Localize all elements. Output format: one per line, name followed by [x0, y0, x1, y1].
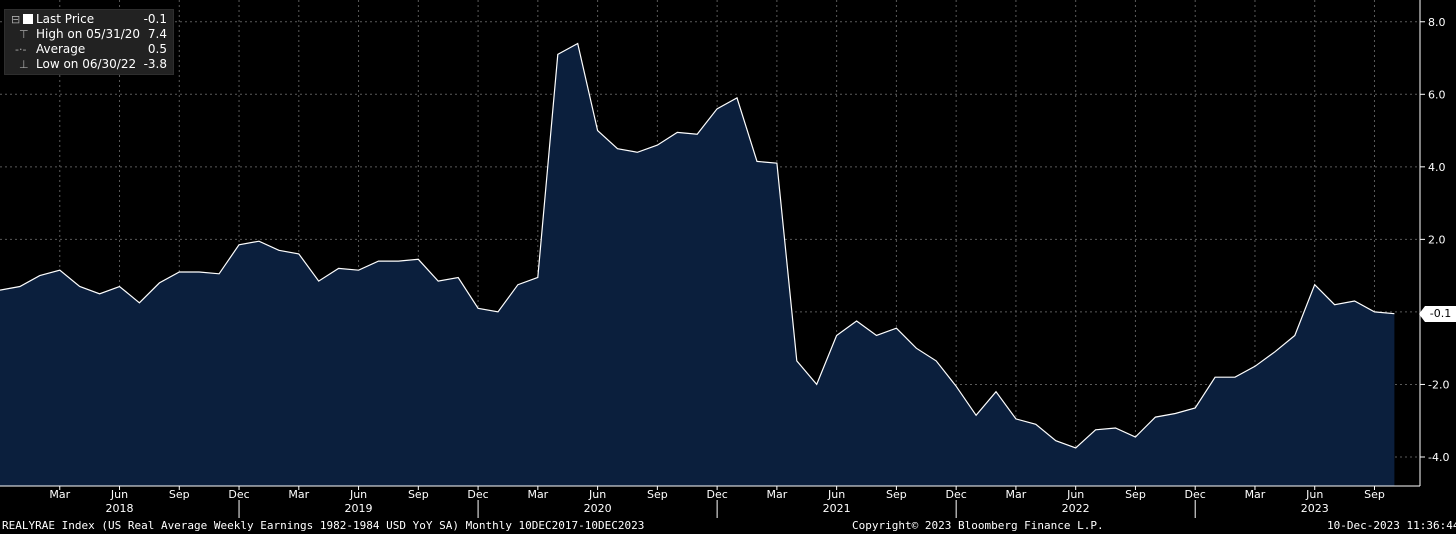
last-value-tag: -0.1 — [1419, 305, 1456, 322]
x-tick-label: Jun — [1305, 488, 1323, 501]
footer-copyright: Copyright© 2023 Bloomberg Finance L.P. — [852, 519, 1104, 532]
average-marker-icon: -·- — [15, 43, 27, 56]
year-label: 2020 — [584, 502, 612, 515]
x-tick-label: Dec — [228, 488, 249, 501]
legend-value: 0.5 — [147, 42, 167, 56]
x-tick-label: Jun — [827, 488, 845, 501]
legend-value: -0.1 — [143, 12, 167, 26]
x-tick-label: Mar — [1245, 488, 1266, 501]
x-tick-label: Sep — [169, 488, 190, 501]
legend-label: Low on 06/30/22 — [36, 57, 137, 71]
legend-label: Average — [36, 42, 86, 56]
x-tick-label: Sep — [647, 488, 668, 501]
x-tick-label: Mar — [527, 488, 548, 501]
x-tick-label: Mar — [49, 488, 70, 501]
x-tick-label: Mar — [1006, 488, 1027, 501]
legend-value: 7.4 — [147, 27, 167, 41]
year-label: 2018 — [106, 502, 134, 515]
legend-item-high: ⊤ High on 05/31/20 7.4 — [5, 27, 173, 42]
x-tick-label: Jun — [349, 488, 367, 501]
x-tick-label: Dec — [467, 488, 488, 501]
low-marker-icon: ⊥ — [19, 58, 29, 71]
year-label: 2021 — [823, 502, 851, 515]
year-label: 2019 — [345, 502, 373, 515]
x-tick-label: Mar — [766, 488, 787, 501]
legend-item-low: ⊥ Low on 06/30/22 -3.8 — [5, 57, 173, 72]
x-tick-label: Dec — [706, 488, 727, 501]
y-tick-label: 8.0 — [1428, 16, 1446, 29]
x-tick-label: Sep — [1364, 488, 1385, 501]
x-tick-label: Jun — [1066, 488, 1084, 501]
chart-legend: ⊟ Last Price -0.1 ⊤ High on 05/31/20 7.4… — [4, 9, 174, 75]
x-tick-label: Dec — [946, 488, 967, 501]
x-tick-label: Mar — [288, 488, 309, 501]
year-label: 2023 — [1301, 502, 1329, 515]
x-tick-label: Sep — [886, 488, 907, 501]
legend-label: High on 05/31/20 — [36, 27, 141, 41]
legend-square-icon: ⊟ — [11, 12, 35, 27]
year-label: 2022 — [1062, 502, 1090, 515]
series-area — [0, 43, 1395, 486]
x-tick-label: Sep — [408, 488, 429, 501]
legend-item-average: -·- Average 0.5 — [5, 42, 173, 57]
x-tick-label: Jun — [110, 488, 128, 501]
y-tick-label: 2.0 — [1428, 233, 1446, 246]
y-tick-label: 6.0 — [1428, 88, 1446, 101]
y-tick-label: 4.0 — [1428, 161, 1446, 174]
x-tick-label: Dec — [1185, 488, 1206, 501]
x-tick-label: Jun — [588, 488, 606, 501]
y-tick-label: -2.0 — [1428, 378, 1449, 391]
x-tick-label: Sep — [1125, 488, 1146, 501]
y-tick-label: -4.0 — [1428, 451, 1449, 464]
series-line-last-price — [0, 42, 1395, 449]
high-marker-icon: ⊤ — [19, 28, 29, 41]
legend-value: -3.8 — [143, 57, 167, 71]
footer-ticker-description: REALYRAE Index (US Real Average Weekly E… — [2, 519, 645, 532]
legend-label: Last Price — [36, 12, 95, 26]
footer-timestamp: 10-Dec-2023 11:36:44 — [1327, 519, 1456, 532]
legend-item-last-price: ⊟ Last Price -0.1 — [5, 12, 173, 27]
